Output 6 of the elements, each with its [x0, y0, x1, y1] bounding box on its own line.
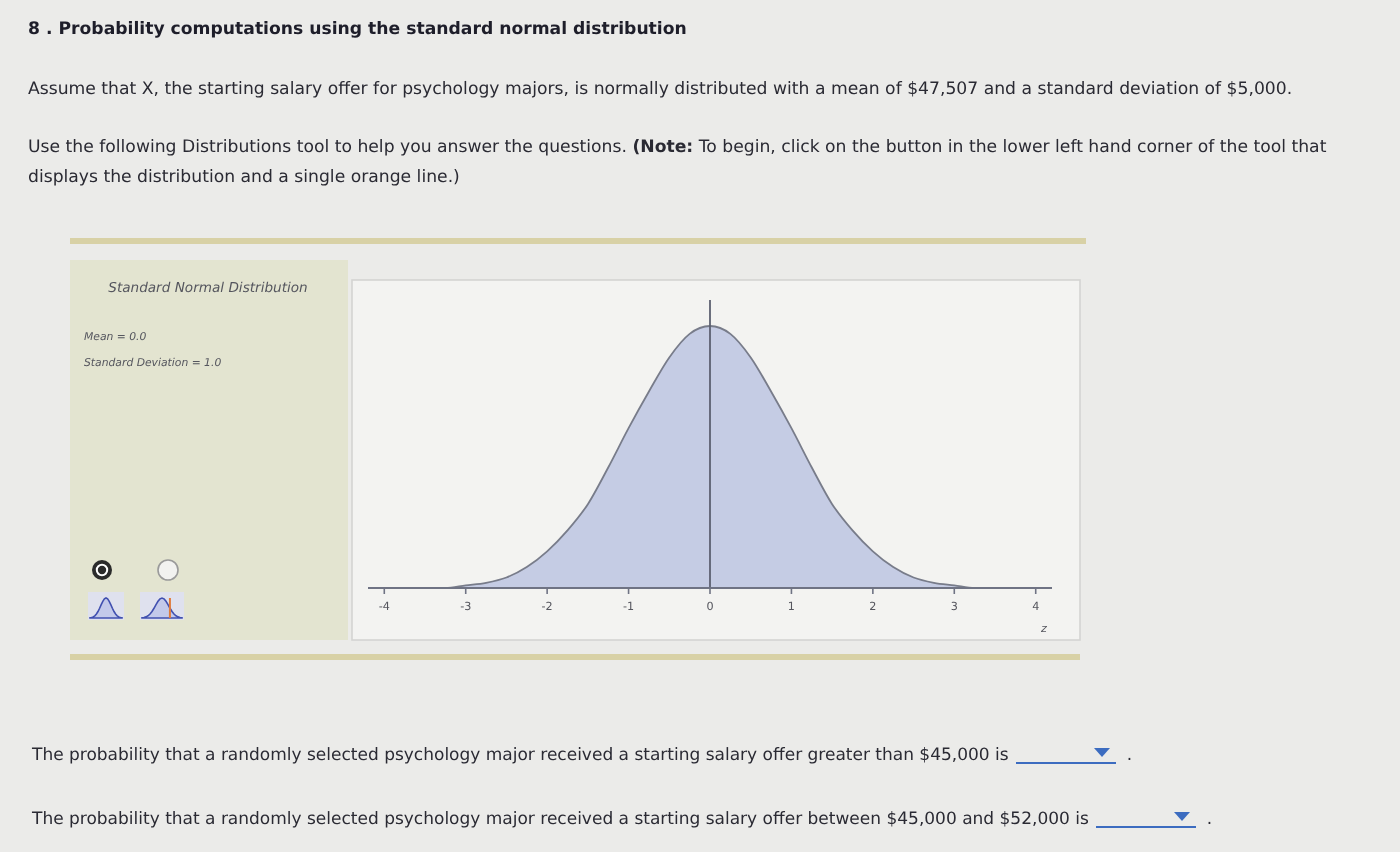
text: . — [1126, 746, 1133, 766]
text: (Note: — [632, 138, 694, 158]
text: Assume that X, the starting salary offer for psychology majors, is normally distributed with a mean of $47,507 and a standard deviation of $5,000. — [28, 80, 1293, 100]
chart-title: 8 . Probability computations using the standard normal distribution — [28, 20, 687, 40]
text: . — [1206, 810, 1213, 830]
text: Use the following Distributions tool to help you answer the questions. — [28, 138, 627, 158]
